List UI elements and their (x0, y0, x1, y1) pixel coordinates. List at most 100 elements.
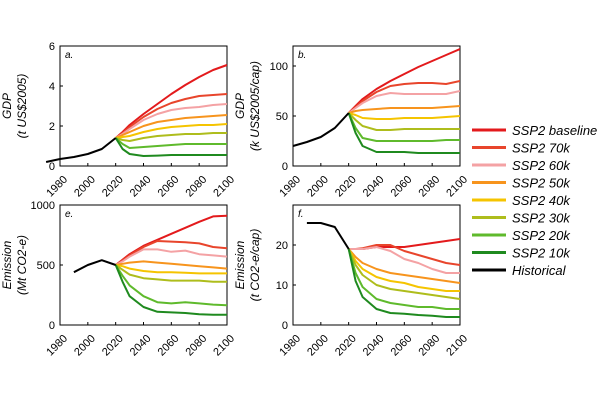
x-tick-label: 1980 (277, 174, 303, 200)
y-axis-label: (k US$2005/cap) (248, 61, 262, 151)
series-line-ssp2-40k (115, 123, 227, 139)
x-tick-label: 2000 (72, 333, 98, 359)
series-line-ssp2-60k (348, 246, 460, 274)
series-line-ssp2-20k (347, 248, 460, 310)
series-line-ssp2-40k (348, 112, 460, 120)
legend-label: SSP2 60k (512, 158, 571, 173)
panel-letter: e. (65, 209, 73, 220)
series-line-ssp2-30k (115, 264, 227, 283)
panel-letter: a. (65, 50, 73, 61)
y-tick-label: 1000 (31, 200, 55, 212)
x-tick-label: 2040 (128, 333, 154, 359)
x-tick-label: 2000 (72, 174, 98, 200)
y-tick-label: 50 (276, 111, 288, 123)
x-tick-label: 2080 (183, 333, 209, 359)
series-line-ssp2-30k (347, 248, 460, 300)
y-tick-label: 2 (49, 121, 55, 133)
x-tick-label: 2000 (305, 333, 331, 359)
legend-item: SSP2 60k (472, 158, 571, 173)
x-tick-label: 2080 (183, 174, 209, 200)
y-axis-label: (Mt CO2-e) (15, 235, 29, 295)
y-tick-label: 500 (37, 260, 55, 272)
y-tick-label: 10 (276, 280, 288, 292)
series-line-ssp2-70k (348, 80, 460, 114)
panel-letter: b. (298, 50, 306, 61)
x-tick-label: 2040 (361, 333, 387, 359)
legend-label: SSP2 10k (512, 246, 571, 261)
series-line-ssp2-60k (115, 248, 227, 266)
y-tick-label: 0 (49, 161, 55, 173)
series-lines (73, 214, 227, 316)
x-tick-label: 2080 (416, 333, 442, 359)
series-line-ssp2-40k (347, 248, 460, 292)
y-tick-label: 4 (49, 81, 55, 93)
legend-item: SSP2 20k (472, 228, 571, 243)
x-tick-label: 2060 (156, 174, 182, 200)
x-tick-label: 2100 (211, 333, 237, 359)
y-axis-label: (t US$2005) (15, 74, 29, 139)
series-line-ssp2-baseline (347, 48, 460, 114)
legend-item: SSP2 baseline (472, 123, 597, 138)
series-line-historical (45, 137, 117, 163)
series-line-ssp2-40k (115, 264, 227, 275)
legend: SSP2 baseline SSP2 70k SSP2 60k SSP2 50k SSP… (472, 123, 597, 278)
y-axis-label: GDP (233, 93, 247, 119)
y-tick-label: 0 (282, 320, 288, 332)
legend-item: SSP2 40k (472, 193, 571, 208)
panel-b: 0 50 100 1980 2000 2020 2040 2060 2080 2100 GDP (k … (233, 45, 470, 200)
x-tick-label: 2100 (444, 174, 470, 200)
series-line-ssp2-20k (115, 137, 227, 149)
legend-item: SSP2 70k (472, 141, 571, 156)
series-lines (292, 48, 460, 154)
x-tick-label: 2060 (389, 174, 415, 200)
series-line-ssp2-60k (115, 103, 227, 139)
y-axis-label: GDP (0, 93, 14, 119)
series-line-ssp2-20k (347, 112, 460, 142)
series-line-ssp2-baseline (115, 214, 227, 266)
x-tick-label: 2080 (416, 174, 442, 200)
legend-label: SSP2 40k (512, 193, 571, 208)
series-line-ssp2-10k (347, 248, 460, 318)
series-line-ssp2-30k (115, 132, 227, 142)
x-tick-label: 2040 (128, 174, 154, 200)
series-line-historical (306, 222, 350, 250)
series-line-ssp2-50k (348, 105, 460, 114)
x-tick-label: 2000 (305, 174, 331, 200)
series-line-historical (73, 259, 117, 274)
y-axis-label: Emission (0, 240, 14, 289)
panel-letter: f. (298, 209, 304, 220)
legend-item: SSP2 10k (472, 246, 571, 261)
series-line-ssp2-70k (115, 93, 227, 139)
x-tick-label: 1980 (44, 174, 70, 200)
axes-box (292, 45, 461, 167)
series-line-ssp2-baseline (115, 64, 227, 139)
series-line-ssp2-10k (114, 264, 227, 316)
panel-f: 0 10 20 1980 2000 2020 2040 2060 2080 2100 Emissio… (233, 204, 470, 359)
x-tick-label: 2020 (333, 333, 359, 359)
series-lines (45, 64, 227, 163)
series-line-ssp2-10k (347, 112, 460, 154)
legend-label: SSP2 50k (512, 176, 571, 191)
y-axis-label: Emission (233, 240, 247, 289)
x-tick-label: 2020 (100, 333, 126, 359)
x-tick-label: 2060 (156, 333, 182, 359)
y-tick-label: 0 (282, 161, 288, 173)
legend-label: SSP2 baseline (512, 123, 597, 138)
series-line-ssp2-10k (114, 137, 227, 157)
y-tick-label: 0 (49, 320, 55, 332)
series-line-ssp2-50k (115, 260, 227, 270)
legend-label: SSP2 70k (512, 141, 571, 156)
y-tick-label: 100 (270, 61, 288, 73)
legend-label: Historical (512, 263, 567, 278)
x-tick-label: 2040 (361, 174, 387, 200)
x-tick-label: 2060 (389, 333, 415, 359)
y-axis-label: (t CO2-e/cap) (248, 229, 262, 302)
series-lines (306, 222, 460, 318)
x-tick-label: 1980 (277, 333, 303, 359)
series-line-ssp2-30k (347, 112, 460, 131)
series-line-historical (292, 112, 350, 147)
series-line-ssp2-20k (114, 264, 227, 307)
y-tick-label: 6 (49, 41, 55, 53)
